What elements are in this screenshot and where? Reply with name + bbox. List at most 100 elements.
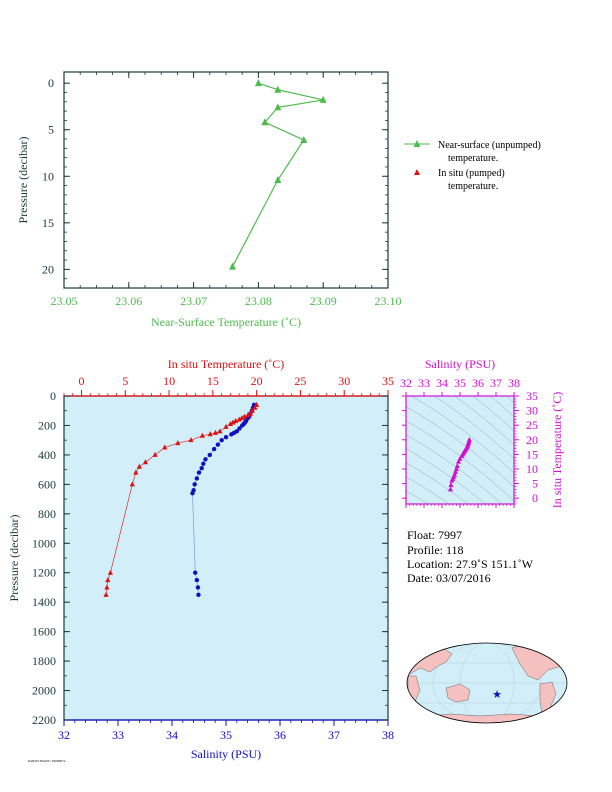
pressure-tick-labels: 0 200 400 600 800 1000 1200 1400 1600 1800 2000 220… — [32, 389, 56, 727]
salinity-tick-labels: 32 33 34 35 36 37 38 — [58, 728, 394, 742]
map-land-australia — [445, 683, 471, 703]
ts-density-contour — [406, 448, 486, 504]
temp-point — [133, 469, 139, 475]
info-float: Float: 7997 — [407, 528, 462, 542]
salinity-tick-label: 38 — [382, 728, 394, 742]
ts-y-tick-label: 35 — [526, 389, 538, 403]
top-x-tick-label: 23.07 — [180, 294, 207, 308]
pressure-tick-label: 2200 — [32, 713, 56, 727]
temp-tick-label: 25 — [294, 374, 306, 388]
ts-y-tick-label: 25 — [526, 418, 538, 432]
near-surface-point — [319, 95, 327, 103]
salinity-point — [190, 491, 195, 496]
temp-tick-label: 20 — [251, 374, 263, 388]
temp-point — [254, 401, 260, 407]
temp-point — [142, 459, 149, 465]
ts-x-tick-label: 33 — [418, 376, 430, 390]
temp-point — [227, 420, 233, 426]
map-land-south-america — [539, 681, 557, 717]
temp-point — [199, 432, 205, 438]
pressure-tick-label: 800 — [38, 507, 56, 521]
top-y-tick-label: 15 — [42, 216, 54, 230]
top-y-tick-label: 0 — [48, 76, 54, 90]
footer-text: PARTICIPANT: 29066672 — [28, 759, 66, 763]
temp-point — [230, 419, 236, 425]
salinity-point — [193, 570, 198, 575]
salinity-point — [192, 482, 197, 487]
profile-series — [103, 401, 260, 598]
top-y-tick-labels: 0 5 10 15 20 — [42, 76, 54, 276]
legend-label-in-situ: In situ (pumped) — [438, 168, 505, 179]
ts-y-tick-label: 0 — [532, 491, 538, 505]
ts-point — [448, 482, 454, 488]
near-surface-point — [274, 176, 282, 183]
top-x-tick-label: 23.09 — [310, 294, 337, 308]
ts-y-tick-label: 20 — [526, 433, 538, 447]
top-y-axis-label: Pressure (decibar) — [16, 137, 30, 224]
salinity-tick-label: 34 — [166, 728, 178, 742]
temp-point — [249, 407, 255, 413]
ts-y-tick-label: 5 — [532, 477, 538, 491]
world-map: ★ — [406, 642, 568, 724]
ts-density-contour — [386, 270, 544, 390]
salinity-point — [201, 461, 206, 466]
temp-point — [105, 577, 111, 583]
info-date: Date: 03/07/2016 — [407, 571, 491, 585]
temp-point — [241, 413, 247, 419]
ts-density-contour — [406, 462, 469, 504]
pressure-tick-label: 600 — [38, 477, 56, 491]
legend-label-in-situ-2: temperature. — [448, 181, 498, 192]
temp-point — [247, 410, 254, 416]
ts-density-contour — [411, 396, 514, 474]
legend-label-near-surface: Near-surface (unpumped) — [438, 140, 541, 151]
ts-x-tick-label: 36 — [472, 376, 484, 390]
ts-x-tick-label: 32 — [400, 376, 412, 390]
pressure-tick-label: 0 — [50, 389, 56, 403]
near-surface-point — [228, 262, 236, 270]
temp-point — [223, 423, 229, 429]
near-surface-point — [254, 79, 262, 87]
top-x-tick-label: 23.08 — [245, 294, 272, 308]
top-x-tick-label: 23.06 — [115, 294, 142, 308]
temp-point — [103, 591, 109, 597]
pressure-tick-label: 400 — [38, 448, 56, 462]
top-y-tick-label: 5 — [48, 123, 54, 137]
ts-plot-bg — [406, 396, 514, 504]
temp-tick-label: 0 — [79, 374, 85, 388]
temp-tick-labels: 0 5 10 15 20 25 30 35 — [79, 374, 394, 388]
info-location: Location: 27.9˚S 151.1˚W — [407, 557, 534, 571]
temp-point — [207, 431, 213, 437]
ts-density-contour — [454, 396, 514, 446]
temp-point — [162, 444, 168, 450]
near-surface-point — [274, 103, 282, 111]
salinity-point — [199, 465, 204, 471]
salinity-point — [229, 432, 234, 437]
pressure-tick-label: 2000 — [32, 684, 56, 698]
top-x-axis-label: Near-Surface Temperature (˚C) — [151, 315, 301, 329]
salinity-point — [194, 476, 200, 481]
ts-point — [449, 477, 455, 483]
temp-point — [188, 437, 194, 443]
near-surface-point — [261, 118, 269, 126]
salinity-point — [194, 577, 200, 583]
temp-point — [152, 451, 158, 457]
top-y-tick-label: 20 — [42, 262, 54, 276]
near-surface-chart: 23.05 23.06 23.07 23.08 23.09 23.10 05101520 … — [16, 71, 402, 329]
salinity-point — [223, 435, 229, 440]
salinity-point — [215, 442, 221, 447]
ts-x-tick-label: 37 — [490, 376, 502, 390]
salinity-tick-label: 36 — [274, 728, 286, 742]
ts-x-axis-label: Salinity (PSU) — [425, 357, 495, 371]
temp-point — [217, 428, 223, 434]
temp-point — [129, 481, 135, 487]
salinity-point — [203, 457, 208, 462]
salinity-point — [196, 592, 201, 598]
ts-axis-ticks — [402, 392, 519, 508]
temp-point — [236, 416, 242, 422]
temp-tick-label: 30 — [338, 374, 350, 388]
temp-tick-label: 10 — [163, 374, 175, 388]
pressure-tick-label: 1600 — [32, 625, 56, 639]
ts-y-tick-label: 15 — [526, 447, 538, 461]
ts-y-tick-label: 30 — [526, 404, 538, 418]
